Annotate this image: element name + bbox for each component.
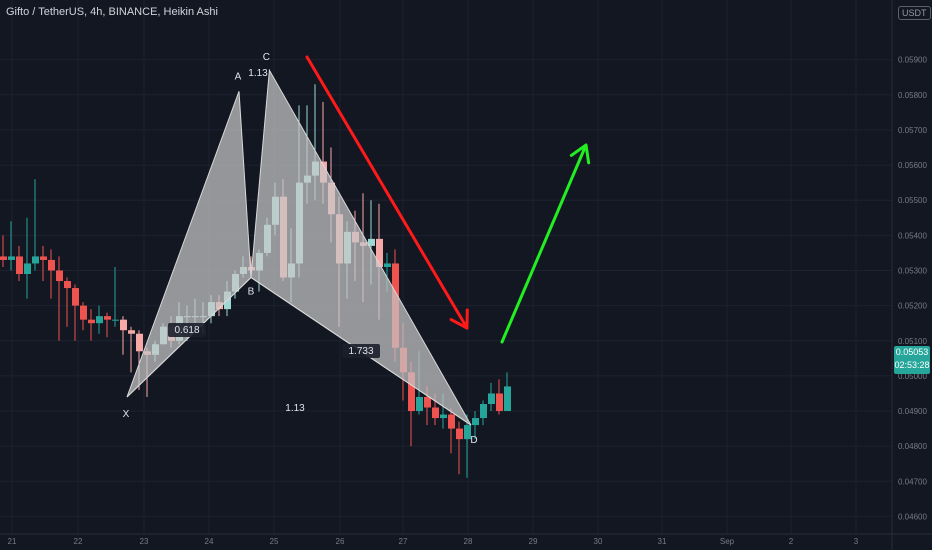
candle-up	[480, 404, 487, 419]
down-arrow-head	[449, 308, 469, 330]
x-tick-label: 29	[529, 537, 538, 546]
y-tick-label: 0.04700	[898, 477, 927, 486]
point-label-x: X	[123, 409, 130, 420]
candle-down	[136, 333, 143, 352]
point-label-d: D	[470, 435, 477, 446]
candle-down	[0, 256, 7, 260]
up-arrow-shaft	[500, 143, 588, 344]
last-price-tag: 0.05053 02:53:28	[894, 346, 930, 374]
candle-down	[80, 305, 87, 320]
y-tick-label: 0.05400	[898, 231, 927, 240]
point-label-b: B	[248, 287, 255, 298]
y-tick-label: 0.05200	[898, 302, 927, 311]
xb-leg	[126, 277, 252, 398]
candle-up	[384, 263, 391, 267]
harmonic-pattern: X A B C D 1.13 0.618 1.733 1.13	[123, 52, 478, 446]
candle-up	[416, 396, 423, 412]
x-tick-label: 23	[140, 537, 149, 546]
candle-down	[120, 319, 127, 331]
y-tick-label: 0.05500	[898, 196, 927, 205]
y-tick-label: 0.05300	[898, 266, 927, 275]
candle-up	[96, 316, 103, 324]
candle-down	[40, 256, 47, 260]
y-tick-label: 0.05600	[898, 161, 927, 170]
candle-down	[16, 256, 23, 274]
ratio-label: 0.618	[174, 325, 199, 336]
y-tick-label: 0.04600	[898, 512, 927, 521]
x-tick-label: 24	[205, 537, 214, 546]
candle-down	[424, 396, 431, 408]
last-price: 0.05053	[895, 347, 929, 357]
chart-title: Gifto / TetherUS, 4h, BINANCE, Heikin As…	[6, 6, 218, 18]
x-tick-label: 26	[336, 537, 345, 546]
candle-down	[64, 281, 71, 289]
ratio-box	[168, 323, 206, 337]
candle-up	[24, 263, 31, 274]
candle-down	[72, 288, 79, 306]
candle-down	[376, 238, 383, 267]
x-tick-label: 28	[464, 537, 473, 546]
candle-up	[8, 256, 15, 260]
candle-down	[88, 319, 95, 324]
point-label-a: A	[235, 71, 242, 82]
candle-down	[408, 372, 415, 412]
candle-up	[440, 414, 447, 419]
candle-down	[456, 428, 463, 440]
bar-countdown: 02:53:28	[894, 360, 930, 370]
candle-up	[504, 386, 511, 412]
candle-up	[464, 425, 471, 440]
candle-up	[488, 393, 495, 404]
xab-triangle	[126, 91, 252, 398]
candle-up	[112, 319, 119, 321]
candle-down	[448, 414, 455, 429]
down-arrow-shaft	[305, 55, 469, 330]
x-tick-label: 25	[270, 537, 279, 546]
candle-down	[56, 270, 63, 282]
y-tick-label: 0.05800	[898, 91, 927, 100]
y-tick-label: 0.04900	[898, 407, 927, 416]
candle-down	[128, 330, 135, 334]
x-tick-label: 2	[789, 537, 794, 546]
x-tick-label: 22	[74, 537, 83, 546]
y-tick-label: 0.05700	[898, 126, 927, 135]
candle-up	[368, 238, 375, 246]
candle-up	[472, 418, 479, 426]
up-arrow-head	[569, 143, 591, 165]
grid	[0, 0, 892, 534]
x-tick-label: 27	[399, 537, 408, 546]
candle-down	[104, 316, 111, 320]
ratio-label: 1.13	[248, 68, 268, 79]
x-tick-label: Sep	[720, 537, 735, 546]
arrows	[305, 55, 591, 344]
ratio-label: 1.13	[285, 403, 305, 414]
x-tick-label: 30	[594, 537, 603, 546]
currency-badge[interactable]: USDT	[898, 6, 931, 20]
candle-down	[48, 259, 55, 271]
y-tick-label: 0.05100	[898, 337, 927, 346]
bcd-triangle	[250, 68, 472, 426]
ratio-label: 1.733	[348, 346, 373, 357]
candle-up	[32, 256, 39, 264]
point-label-c: C	[263, 52, 270, 63]
y-tick-label: 0.04800	[898, 442, 927, 451]
candle-down	[496, 393, 503, 412]
ratio-box	[342, 344, 380, 358]
candle-down	[432, 407, 439, 419]
x-tick-label: 3	[854, 537, 859, 546]
x-tick-label: 31	[658, 537, 667, 546]
y-tick-label: 0.05000	[898, 372, 927, 381]
y-tick-label: 0.05900	[898, 56, 927, 65]
x-tick-label: 21	[8, 537, 17, 546]
